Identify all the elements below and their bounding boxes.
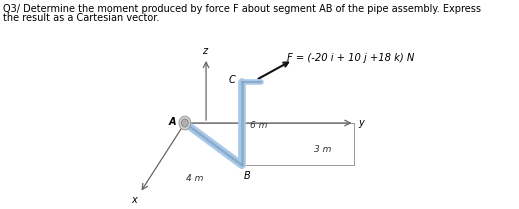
- Text: z: z: [202, 46, 207, 56]
- Text: the result as a Cartesian vector.: the result as a Cartesian vector.: [4, 13, 160, 23]
- Text: F = (-20 i + 10 j +18 k) N: F = (-20 i + 10 j +18 k) N: [286, 53, 414, 63]
- Text: A: A: [169, 117, 176, 127]
- Circle shape: [182, 119, 188, 127]
- Text: Q3/ Determine the moment produced by force F about segment AB of the pipe assemb: Q3/ Determine the moment produced by for…: [4, 4, 482, 14]
- Text: C: C: [228, 75, 235, 85]
- Text: x: x: [132, 195, 138, 205]
- Text: y: y: [358, 118, 364, 128]
- Text: 3 m: 3 m: [314, 145, 331, 154]
- Text: B: B: [243, 171, 250, 181]
- Text: 4 m: 4 m: [186, 174, 204, 183]
- Text: 6 m: 6 m: [250, 121, 267, 130]
- Circle shape: [179, 116, 191, 130]
